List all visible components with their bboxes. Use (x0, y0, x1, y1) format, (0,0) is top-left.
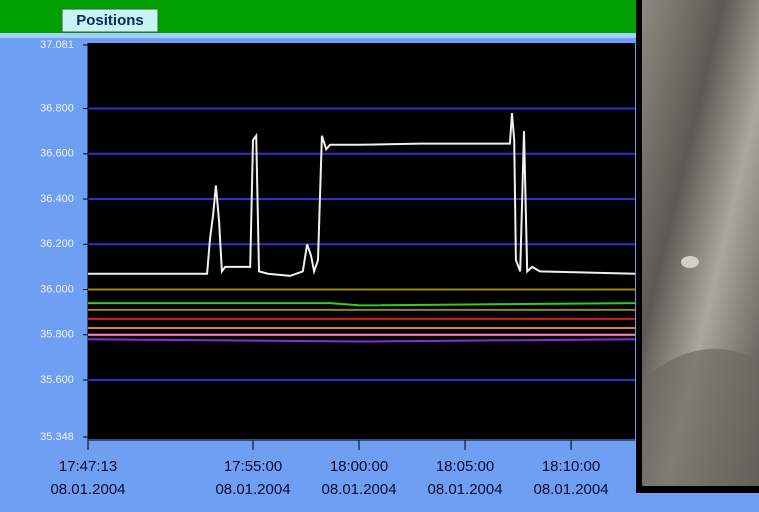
series-line (88, 302, 636, 307)
series-line (88, 113, 636, 277)
x-tick-date: 08.01.2004 (50, 481, 125, 498)
x-tick-date: 08.01.2004 (215, 481, 290, 498)
x-tick-date: 08.01.2004 (321, 481, 396, 498)
panel-title: Positions (76, 12, 144, 29)
y-tick-label: 35.348 (40, 431, 74, 443)
y-tick-label: 36.600 (40, 148, 74, 160)
photo-detail (681, 256, 699, 268)
x-tick-label: 17:47:13 (59, 458, 117, 475)
series-line (87, 338, 636, 343)
title-strip (0, 33, 759, 38)
y-tick-label: 36.400 (40, 193, 74, 205)
y-tick-label: 36.800 (40, 102, 74, 114)
x-tick-label: 18:00:00 (330, 458, 388, 475)
y-tick-label: 36.200 (40, 238, 74, 250)
x-tick-date: 08.01.2004 (534, 481, 609, 498)
panel-tab[interactable] (61, 8, 159, 33)
y-tick-label: 36.000 (40, 283, 74, 295)
plot: 35.348 35.600 35.800 36.000 36.200 36.400 36.6… (40, 39, 636, 498)
photo-detail (642, 348, 759, 486)
x-tick-date: 08.01.2004 (427, 481, 502, 498)
y-tick-label: 37.081 (40, 39, 74, 51)
y-tick-label: 35.600 (40, 374, 74, 386)
x-tick-label: 17:55:00 (224, 458, 282, 475)
x-tick-label: 18:05:00 (436, 458, 494, 475)
y-tick-label: 35.800 (40, 329, 74, 341)
x-tick-label: 18:10:00 (542, 458, 600, 475)
